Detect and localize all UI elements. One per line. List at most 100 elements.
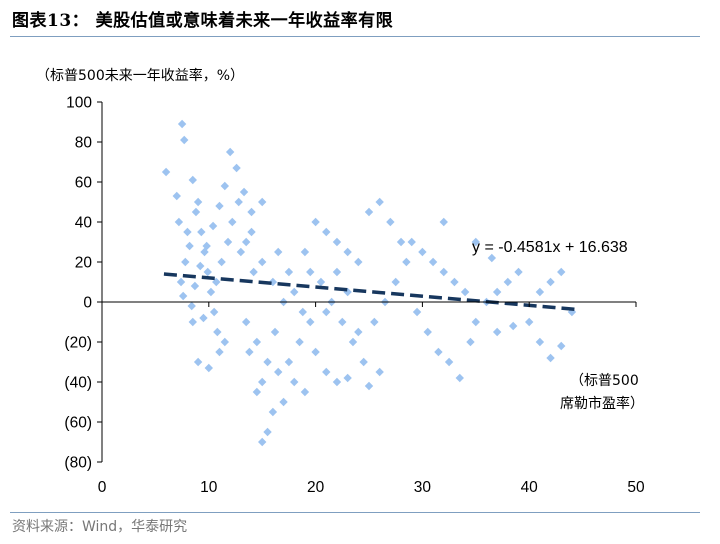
data-point	[535, 287, 545, 297]
data-point	[412, 307, 422, 317]
x-tick-label: 50	[627, 479, 645, 496]
data-point	[418, 247, 427, 257]
source-rule	[10, 512, 700, 513]
data-point	[332, 377, 342, 387]
data-point	[396, 237, 406, 247]
data-point	[306, 317, 315, 327]
data-point	[354, 257, 363, 267]
data-point	[348, 337, 358, 347]
data-point	[354, 327, 363, 337]
data-point	[245, 347, 254, 357]
data-point	[295, 337, 304, 347]
data-point	[178, 291, 188, 301]
data-point	[183, 227, 192, 237]
data-point	[223, 237, 233, 247]
y-tick-label: (20)	[64, 335, 92, 352]
source-note: 资料来源：Wind，华泰研究	[12, 519, 188, 535]
data-point	[212, 277, 221, 287]
x-tick-label: 20	[307, 479, 325, 496]
data-point	[546, 277, 555, 287]
data-point	[364, 207, 374, 217]
data-point	[375, 367, 384, 377]
x-tick-label: 0	[98, 479, 107, 496]
y-tick-label: 40	[75, 215, 93, 232]
data-point	[471, 317, 480, 327]
data-point	[343, 247, 352, 257]
data-point	[311, 347, 320, 357]
data-point	[181, 257, 190, 267]
data-point	[234, 197, 243, 207]
data-point	[306, 267, 315, 277]
x-tick-label: 30	[414, 479, 432, 496]
data-point	[487, 253, 497, 263]
data-point	[322, 227, 331, 237]
data-point	[298, 307, 307, 317]
data-point	[343, 373, 352, 383]
data-point	[492, 287, 502, 297]
data-point	[311, 217, 320, 227]
data-point	[514, 267, 523, 277]
data-point	[290, 287, 299, 297]
data-point	[217, 257, 226, 267]
data-point	[471, 237, 480, 247]
title-rule	[10, 36, 700, 37]
data-point	[557, 341, 566, 351]
data-point	[206, 287, 216, 297]
data-point	[174, 217, 184, 227]
data-point	[428, 257, 438, 267]
data-point	[215, 201, 224, 211]
data-point	[492, 327, 502, 337]
data-point	[359, 357, 368, 367]
data-point	[241, 317, 251, 327]
data-point	[290, 377, 299, 387]
data-point	[466, 337, 475, 347]
data-point	[228, 217, 237, 227]
y-tick-label: 20	[75, 255, 93, 272]
data-point	[546, 353, 555, 363]
x-axis-label-line1: （标普500	[570, 373, 639, 389]
data-point	[316, 277, 326, 287]
trendline-equation: y = -0.4581x + 16.638	[472, 239, 628, 256]
data-point	[236, 247, 246, 257]
data-point	[322, 307, 331, 317]
data-point	[252, 337, 262, 347]
data-point	[364, 381, 374, 391]
data-point	[258, 377, 267, 387]
axes	[97, 101, 637, 463]
data-point	[535, 337, 545, 347]
data-point	[188, 317, 197, 327]
data-point	[434, 347, 443, 357]
data-point	[191, 207, 201, 217]
data-point	[202, 241, 211, 251]
y-tick-label: 80	[75, 135, 93, 152]
data-point	[402, 257, 411, 267]
data-point	[177, 119, 187, 129]
data-point	[208, 221, 218, 231]
data-point	[172, 191, 181, 201]
data-point	[193, 357, 203, 367]
data-point	[322, 367, 331, 377]
y-tick-label: 100	[66, 95, 92, 112]
data-point	[444, 357, 454, 367]
data-point	[190, 281, 200, 291]
figure-title: 图表13： 美股估值或意味着未来一年收益率有限	[12, 11, 394, 31]
x-axis-label-line2: 席勒市盈率）	[560, 395, 644, 412]
data-point	[567, 307, 577, 317]
y-tick-label: (80)	[64, 455, 92, 472]
data-point	[197, 227, 206, 237]
data-point	[252, 387, 262, 397]
data-point	[239, 187, 249, 197]
data-point	[193, 197, 203, 207]
data-point	[557, 267, 566, 277]
data-point	[268, 407, 278, 417]
data-point	[284, 267, 294, 277]
data-point	[241, 237, 251, 247]
data-point	[407, 237, 416, 247]
data-point	[503, 277, 513, 287]
x-tick-label: 40	[521, 479, 539, 496]
data-point	[258, 197, 267, 207]
data-point	[225, 147, 235, 157]
data-point	[176, 277, 186, 287]
data-point	[180, 135, 189, 145]
data-point	[332, 237, 342, 247]
